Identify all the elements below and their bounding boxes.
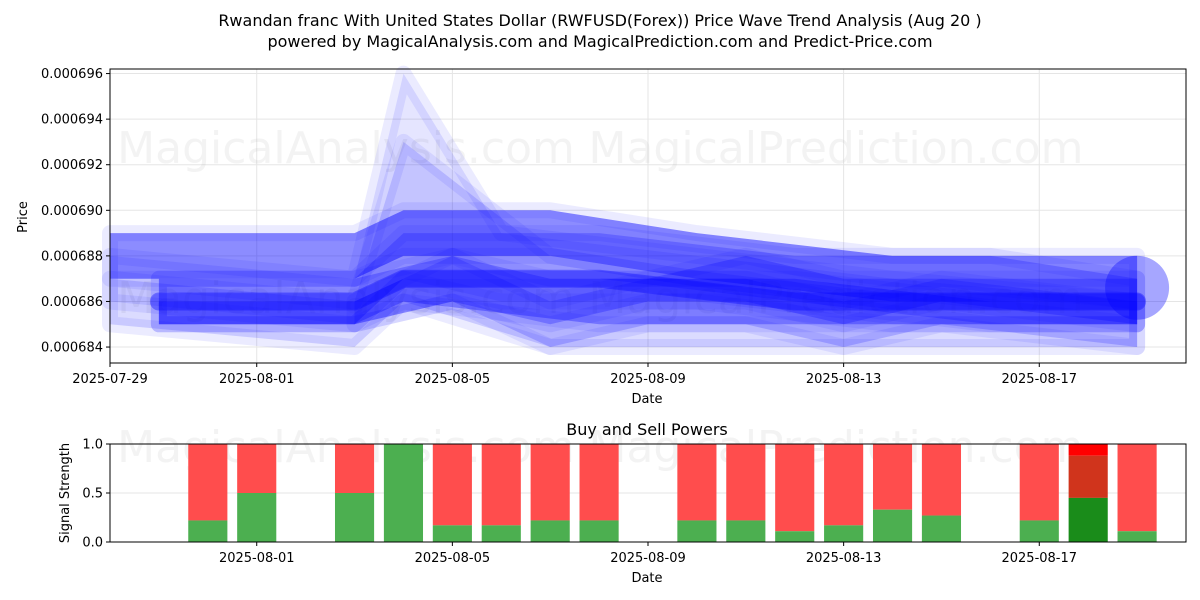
price-x-tick-label: 2025-07-29 xyxy=(72,372,148,387)
signal-y-tick-label: 0.0 xyxy=(82,536,103,551)
signal-sell-bar xyxy=(481,444,521,526)
price-x-axis-label: Date xyxy=(631,392,662,407)
signal-x-tick-label: 2025-08-01 xyxy=(219,551,295,566)
price-y-tick-label: 0.000692 xyxy=(41,158,103,173)
signal-buy-bar xyxy=(530,520,570,542)
watermark-prediction-2: MagicalPrediction.com xyxy=(589,273,1084,324)
signal-buy-bar xyxy=(579,520,619,542)
signal-title: Buy and Sell Powers xyxy=(566,420,728,439)
signal-sell-bar-strong xyxy=(1068,444,1108,456)
price-y-tick-label: 0.000684 xyxy=(41,341,103,356)
price-x-tick-label: 2025-08-13 xyxy=(806,372,882,387)
signal-sell-bar xyxy=(1117,444,1157,532)
price-y-tick-label: 0.000690 xyxy=(41,204,103,219)
signal-buy-bar xyxy=(188,520,228,542)
price-wave-band xyxy=(150,225,1146,333)
price-watermarks: MagicalAnalysis.com MagicalPrediction.co… xyxy=(117,123,1083,324)
price-y-tick-label: 0.000694 xyxy=(41,113,103,128)
watermark-analysis-2: MagicalAnalysis.com xyxy=(117,273,575,324)
signal-buy-bar xyxy=(775,531,815,542)
price-wave-band xyxy=(102,202,1146,310)
price-panel: MagicalAnalysis.com MagicalPrediction.co… xyxy=(16,65,1187,407)
signal-buy-bar xyxy=(872,509,913,542)
signal-bars xyxy=(188,444,1157,542)
signal-sell-bar xyxy=(1019,444,1059,521)
signal-buy-bar xyxy=(824,525,864,542)
price-x-tick-label: 2025-08-01 xyxy=(219,372,295,387)
signal-buy-bar xyxy=(677,520,717,542)
price-grid xyxy=(109,69,1186,363)
signal-buy-bar xyxy=(726,520,766,542)
signal-x-tick-label: 2025-08-05 xyxy=(415,551,491,566)
price-x-tick-label: 2025-08-17 xyxy=(1001,372,1077,387)
price-axes: 0.000684 0.000686 0.000688 0.000690 0.000692… xyxy=(41,67,1187,387)
signal-buy-bar-strong xyxy=(1068,497,1108,542)
price-y-tick-label: 0.000686 xyxy=(41,295,103,310)
signal-panel: Buy and Sell Powers MagicalAnalysis.com … xyxy=(58,420,1187,586)
watermark-analysis: MagicalAnalysis.com xyxy=(117,123,575,174)
figure-title-line2: powered by MagicalAnalysis.com and Magic… xyxy=(267,32,932,51)
price-wave-band xyxy=(346,247,1146,355)
signal-sell-bar xyxy=(334,444,375,493)
signal-sell-bar xyxy=(188,444,228,521)
price-y-axis-label: Price xyxy=(16,201,31,233)
signal-x-tick-label: 2025-08-17 xyxy=(1001,551,1077,566)
price-trend-line xyxy=(149,269,1147,311)
signal-buy-bar xyxy=(383,444,424,542)
signal-buy-bar xyxy=(921,515,962,542)
watermark-prediction: MagicalPrediction.com xyxy=(589,123,1084,174)
price-plot-frame xyxy=(109,68,1187,364)
price-bands xyxy=(102,65,1170,355)
signal-sell-bar xyxy=(824,444,864,526)
price-x-tick-label: 2025-08-05 xyxy=(415,372,491,387)
signal-sell-bar xyxy=(432,444,472,526)
signal-sell-bar xyxy=(872,444,913,510)
signal-y-tick-label: 0.5 xyxy=(82,487,103,502)
price-wave-band xyxy=(150,270,1146,333)
signal-axes: 0.0 0.5 1.0 2025-08-01 2025-08-05 2025-08-09 2… xyxy=(82,438,1187,566)
signal-plot-frame xyxy=(109,443,1187,543)
price-x-tick-label: 2025-08-09 xyxy=(610,372,686,387)
signal-y-axis-label: Signal Strength xyxy=(58,443,73,543)
signal-sell-bar xyxy=(579,444,619,521)
signal-x-tick-label: 2025-08-13 xyxy=(806,551,882,566)
price-wave-band xyxy=(102,133,1146,355)
price-wave-band xyxy=(102,65,1146,333)
signal-sell-bar xyxy=(775,444,815,532)
signal-sell-bar xyxy=(677,444,717,521)
signal-x-tick-label: 2025-08-09 xyxy=(610,551,686,566)
signal-y-tick-label: 1.0 xyxy=(82,438,103,453)
price-wave-band xyxy=(150,247,1146,333)
figure-title-line1: Rwandan franc With United States Dollar … xyxy=(218,11,981,30)
signal-buy-bar xyxy=(1117,531,1157,542)
signal-sell-bar xyxy=(1068,455,1108,498)
price-end-marker xyxy=(1105,255,1170,320)
signal-sell-bar xyxy=(237,444,277,493)
signal-sell-bar xyxy=(530,444,570,521)
signal-sell-bar xyxy=(921,444,962,516)
signal-buy-bar xyxy=(334,493,375,542)
signal-buy-bar xyxy=(481,525,521,542)
signal-sell-bar xyxy=(726,444,766,521)
signal-buy-bar xyxy=(237,493,277,542)
signal-buy-bar xyxy=(432,525,472,542)
price-y-tick-label: 0.000696 xyxy=(41,67,103,82)
signal-x-axis-label: Date xyxy=(631,571,662,586)
price-y-tick-label: 0.000688 xyxy=(41,249,103,264)
signal-buy-bar xyxy=(1019,520,1059,542)
